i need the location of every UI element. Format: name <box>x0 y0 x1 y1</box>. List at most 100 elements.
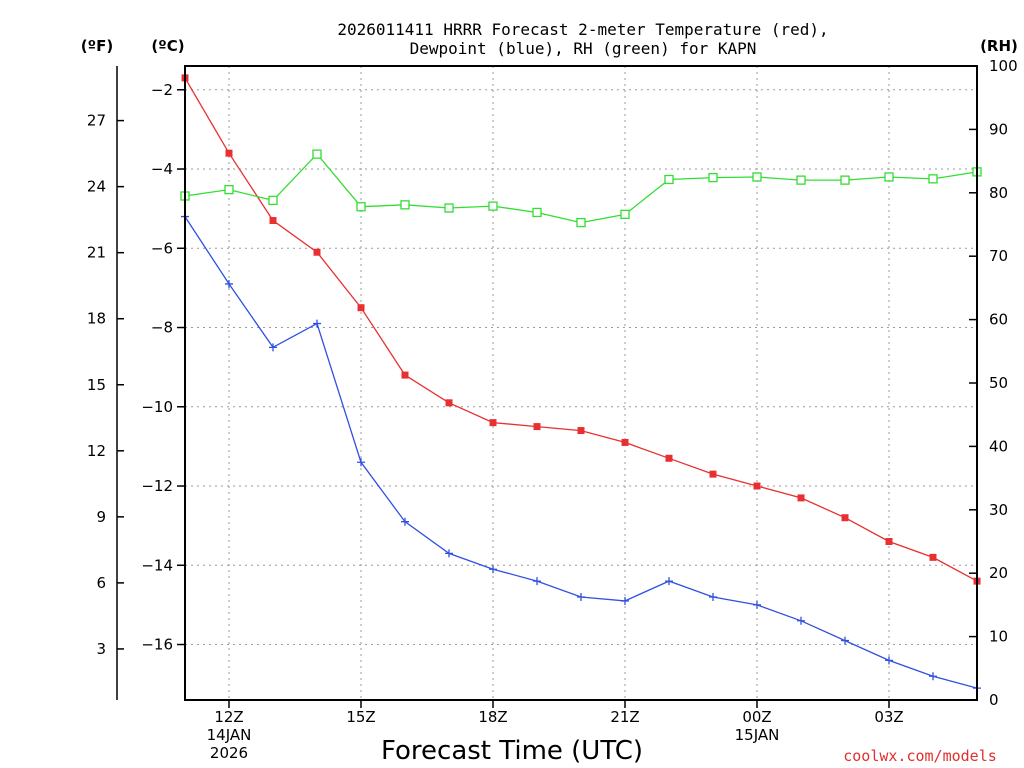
celsius-tick-label: −8 <box>151 319 173 337</box>
plot-frame <box>184 65 978 701</box>
credit-link[interactable]: coolwx.com/models <box>843 747 997 765</box>
series-dewpoint <box>181 212 981 693</box>
rh-tick-label: 30 <box>989 501 1008 519</box>
celsius-tick-label: −4 <box>151 160 173 178</box>
dewpoint-point <box>929 672 937 681</box>
2-meter-temperature-point <box>929 553 937 561</box>
relative-humidity-point <box>224 184 234 195</box>
2-meter-temperature-point <box>841 514 849 522</box>
fahrenheit-tick-label: 15 <box>87 376 106 394</box>
2-meter-temperature-point <box>489 419 497 427</box>
rh-tick-label: 60 <box>989 311 1008 329</box>
relative-humidity-point <box>884 172 894 182</box>
celsius-tick-label: −12 <box>141 477 173 495</box>
dewpoint-point <box>533 577 541 586</box>
2-meter-temperature-point <box>665 454 673 462</box>
dewpoint-point <box>797 616 805 625</box>
2-meter-temperature-point <box>709 470 717 478</box>
relative-humidity-point <box>488 201 498 211</box>
relative-humidity-point <box>840 175 850 185</box>
fahrenheit-tick-label: 21 <box>87 244 106 262</box>
dewpoint-point <box>665 577 673 586</box>
2-meter-temperature-point <box>621 438 629 446</box>
celsius-unit-label: (ºC) <box>151 37 184 55</box>
series-layer <box>180 74 982 693</box>
x-axis-title: Forecast Time (UTC) <box>381 736 643 766</box>
2-meter-temperature-point <box>401 371 409 379</box>
rh-tick-label: 50 <box>989 374 1008 392</box>
rh-axis: 0 10 20 30 40 50 60 70 80 90 100 <box>969 57 1018 709</box>
time-tick-label: 2026 <box>210 744 248 762</box>
series-2-meter-temperature <box>181 74 981 585</box>
dewpoint-point <box>225 279 233 288</box>
dewpoint-point <box>313 319 321 328</box>
celsius-axis: −2 −4 −6 −8 −10 −12 −14 −16 <box>141 81 185 654</box>
fahrenheit-tick-label: 9 <box>96 508 106 526</box>
celsius-tick-label: −6 <box>151 239 173 257</box>
grid-lines <box>185 66 977 700</box>
dewpoint-point <box>753 600 761 609</box>
rh-tick-label: 90 <box>989 120 1008 138</box>
2-meter-temperature-point <box>445 399 453 407</box>
rh-tick-label: 40 <box>989 437 1008 455</box>
fahrenheit-tick-label: 24 <box>87 178 106 196</box>
2-meter-temperature-point <box>313 248 321 256</box>
rh-unit-label: (RH) <box>980 37 1018 55</box>
time-tick-label: 15JAN <box>735 726 780 744</box>
relative-humidity-point <box>752 172 762 182</box>
relative-humidity-point <box>664 174 674 185</box>
relative-humidity-point <box>268 195 278 206</box>
time-tick-label: 15Z <box>346 708 375 726</box>
relative-humidity-point <box>356 202 366 212</box>
2-meter-temperature-point <box>885 538 893 545</box>
relative-humidity-point <box>708 172 718 183</box>
relative-humidity-point <box>928 174 938 184</box>
relative-humidity-point <box>620 209 630 220</box>
dewpoint-point <box>841 636 849 645</box>
celsius-tick-label: −10 <box>141 398 173 416</box>
celsius-tick-label: −14 <box>141 556 173 574</box>
fahrenheit-unit-label: (ºF) <box>81 37 113 55</box>
relative-humidity-point <box>312 149 322 159</box>
time-tick-label: 21Z <box>610 708 639 726</box>
2-meter-temperature-point <box>269 217 277 225</box>
fahrenheit-axis: 3 6 9 12 15 18 21 24 27 <box>87 112 124 658</box>
relative-humidity-point <box>400 200 410 210</box>
dewpoint-point <box>489 565 497 574</box>
rh-tick-label: 100 <box>989 57 1018 75</box>
chart-title: 2026011411 HRRR Forecast 2-meter Tempera… <box>337 20 828 39</box>
fahrenheit-tick-label: 18 <box>87 310 106 328</box>
fahrenheit-tick-label: 12 <box>87 442 106 460</box>
dewpoint-point <box>357 458 365 467</box>
dewpoint-point <box>621 596 629 605</box>
time-tick-label: 12Z <box>214 708 243 726</box>
chart-subtitle: Dewpoint (blue), RH (green) for KAPN <box>410 39 757 58</box>
celsius-tick-label: −2 <box>151 81 173 99</box>
2-meter-temperature-point <box>753 482 761 490</box>
2-meter-temperature-point <box>797 494 805 502</box>
time-tick-label: 14JAN <box>207 726 252 744</box>
relative-humidity-point <box>576 217 586 228</box>
dewpoint-point <box>577 592 585 601</box>
2-meter-temperature-point <box>577 427 585 435</box>
relative-humidity-line <box>184 153 978 224</box>
relative-humidity-point <box>444 203 454 213</box>
time-tick-label: 18Z <box>478 708 507 726</box>
dewpoint-line <box>184 216 978 689</box>
relative-humidity-point <box>532 207 542 218</box>
dewpoint-point <box>445 549 453 558</box>
fahrenheit-tick-label: 27 <box>87 112 106 130</box>
rh-tick-label: 80 <box>989 184 1008 202</box>
2-meter-temperature-point <box>533 423 541 431</box>
series-relative-humidity <box>180 149 982 228</box>
2-meter-temperature-point <box>357 304 365 312</box>
fahrenheit-tick-label: 6 <box>96 574 106 592</box>
dewpoint-point <box>885 656 893 665</box>
2-meter-temperature-line <box>184 77 978 582</box>
dewpoint-point <box>401 517 409 526</box>
rh-tick-label: 70 <box>989 247 1008 265</box>
rh-tick-label: 10 <box>989 628 1008 646</box>
fahrenheit-tick-label: 3 <box>96 640 106 658</box>
2-meter-temperature-point <box>225 149 233 157</box>
